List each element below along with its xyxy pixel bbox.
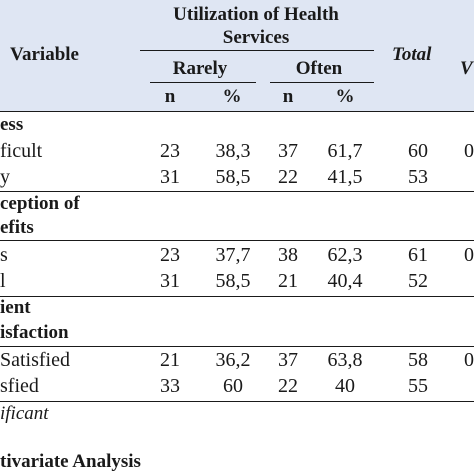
cell-rarely-pct: 38,3 xyxy=(215,140,251,162)
cell-pvalue-fragment: 0 xyxy=(464,244,474,266)
cell-rarely-n: 23 xyxy=(160,244,180,266)
cell-rarely-n: 31 xyxy=(160,270,180,292)
rarely-pct-header: % xyxy=(222,86,242,107)
often-underline xyxy=(270,82,374,83)
cell-rarely-pct: 58,5 xyxy=(215,166,251,188)
cell-rarely-pct: 60 xyxy=(223,375,243,397)
cell-total: 53 xyxy=(408,166,428,188)
cell-often-n: 37 xyxy=(278,349,298,371)
cell-total: 52 xyxy=(408,270,428,292)
section-rule xyxy=(0,296,474,297)
rarely-underline xyxy=(150,82,256,83)
cell-total: 55 xyxy=(408,375,428,397)
row-label: ficult xyxy=(0,140,43,162)
variable-header: Variable xyxy=(10,44,79,65)
table-header-band xyxy=(0,0,474,111)
cell-often-pct: 61,7 xyxy=(327,140,363,162)
next-section-heading: tivariate Analysis xyxy=(0,451,141,472)
section-title: ception of xyxy=(0,193,80,214)
cell-pvalue-fragment: 0 xyxy=(464,140,474,162)
row-label: s xyxy=(0,244,8,266)
row-label: Satisfied xyxy=(0,349,70,371)
cell-often-pct: 62,3 xyxy=(327,244,363,266)
often-pct-header: % xyxy=(335,86,355,107)
cell-often-n: 37 xyxy=(278,140,298,162)
rarely-header: Rarely xyxy=(172,58,228,79)
cell-rarely-n: 31 xyxy=(160,166,180,188)
cell-rarely-pct: 58,5 xyxy=(215,270,251,292)
row-label: y xyxy=(0,166,10,188)
cell-total: 58 xyxy=(408,349,428,371)
section-rule xyxy=(0,346,474,347)
cell-pvalue-fragment: 0 xyxy=(464,349,474,371)
cell-often-pct: 40 xyxy=(335,375,355,397)
section-rule xyxy=(0,240,474,241)
section-title: ess xyxy=(0,114,24,135)
often-header: Often xyxy=(295,58,343,79)
group-title-line2: Services xyxy=(222,27,290,48)
cell-often-n: 22 xyxy=(278,375,298,397)
often-n-header: n xyxy=(282,86,294,107)
section-rule xyxy=(0,191,474,192)
section-title: efits xyxy=(0,217,34,238)
group-underline xyxy=(140,50,374,51)
section-title: isfaction xyxy=(0,322,69,343)
rarely-n-header: n xyxy=(164,86,176,107)
header-bottom-rule xyxy=(0,111,474,112)
cell-rarely-n: 33 xyxy=(160,375,180,397)
footnote: ificant xyxy=(0,403,49,424)
cell-often-pct: 63,8 xyxy=(327,349,363,371)
table-bottom-rule xyxy=(0,401,474,402)
cell-total: 60 xyxy=(408,140,428,162)
row-label: l xyxy=(0,270,6,292)
total-header: Total xyxy=(392,44,432,65)
row-label: sfied xyxy=(0,375,39,397)
cell-rarely-n: 23 xyxy=(160,140,180,162)
cell-total: 61 xyxy=(408,244,428,266)
cell-often-pct: 40,4 xyxy=(327,270,363,292)
cell-often-pct: 41,5 xyxy=(327,166,363,188)
cell-often-n: 21 xyxy=(278,270,298,292)
cell-often-n: 22 xyxy=(278,166,298,188)
cell-often-n: 38 xyxy=(278,244,298,266)
pvalue-header-fragment: V xyxy=(460,58,473,79)
cell-rarely-pct: 36,2 xyxy=(215,349,251,371)
section-title: ient xyxy=(0,297,31,318)
cell-rarely-n: 21 xyxy=(160,349,180,371)
cell-rarely-pct: 37,7 xyxy=(215,244,251,266)
group-title-line1: Utilization of Health xyxy=(173,4,339,25)
